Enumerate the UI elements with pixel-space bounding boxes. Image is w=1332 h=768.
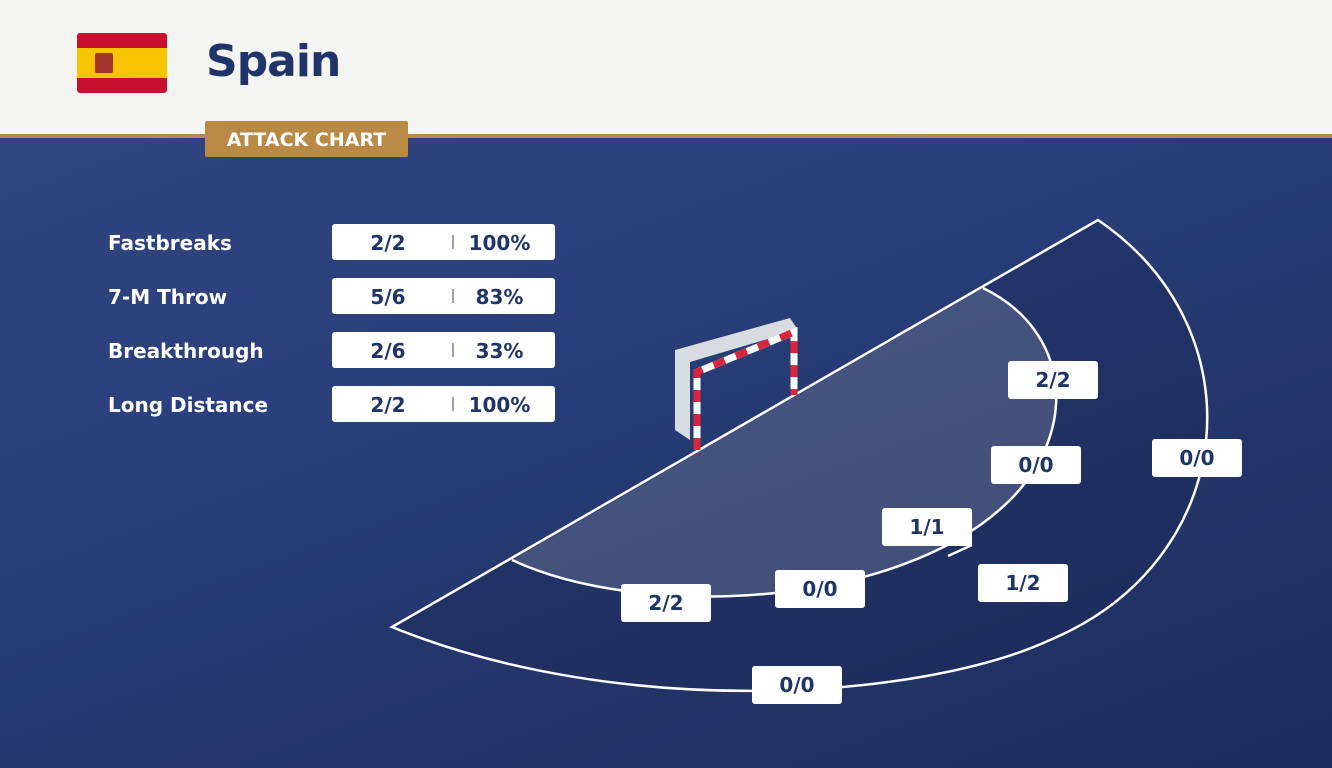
team-name: Spain [206,36,341,87]
stat-box: 2/6 33% [332,332,555,368]
stat-pct: 83% [475,285,524,309]
stat-score: 2/2 [370,231,406,255]
zone-label: 0/0 [752,666,842,704]
separator [452,289,454,303]
zone-label: 1/1 [882,508,972,546]
stat-label: 7-M Throw [108,285,228,309]
zone-label: 1/2 [978,564,1068,602]
zone-label: 2/2 [621,584,711,622]
stat-score: 2/2 [370,393,406,417]
separator [452,397,454,411]
stat-label: Fastbreaks [108,231,232,255]
stat-pct: 33% [475,339,524,363]
stat-row: Long Distance 2/2 100% [108,386,558,422]
stat-pct: 100% [468,231,531,255]
stat-row: Breakthrough 2/6 33% [108,332,558,368]
flag [77,33,167,93]
separator [452,343,454,357]
zone-label: 2/2 [1008,361,1098,399]
stat-pct: 100% [468,393,531,417]
goal [675,318,798,450]
stat-box: 2/2 100% [332,386,555,422]
zone-label: 0/0 [775,570,865,608]
zone-label: 0/0 [1152,439,1242,477]
stat-score: 5/6 [370,285,406,309]
stat-score: 2/6 [370,339,406,363]
badge: ATTACK CHART [205,121,408,157]
separator [452,235,454,249]
stat-box: 2/2 100% [332,224,555,260]
stat-label: Long Distance [108,393,269,417]
header: Spain [0,0,1332,138]
stat-label: Breakthrough [108,339,264,363]
throw-line [947,543,973,558]
zone-label: 0/0 [991,446,1081,484]
stat-row: Fastbreaks 2/2 100% [108,224,558,260]
stat-box: 5/6 83% [332,278,555,314]
stat-row: 7-M Throw 5/6 83% [108,278,558,314]
